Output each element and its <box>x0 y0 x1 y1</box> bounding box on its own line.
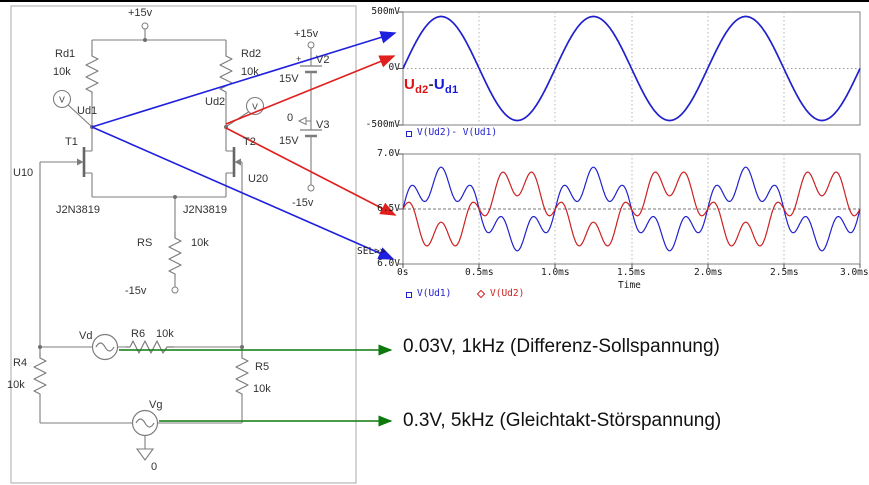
label-u20: U20 <box>248 173 269 185</box>
label-r5: R5 <box>255 361 270 373</box>
resistor-rd1 <box>85 50 99 94</box>
label-supply-top: +15v <box>128 7 153 19</box>
annotation-commonmode-source: 0.3V, 5kHz (Gleichtakt-Störspannung) <box>403 410 722 431</box>
label-zero-ref: 0 <box>287 112 294 124</box>
sel-indicator: SEL>> <box>357 246 386 257</box>
label-rd2-value: 10k <box>241 66 259 78</box>
top-legend-entry: V(Ud2)- V(Ud1) <box>417 127 498 138</box>
supply-neg-aux-icon <box>307 184 315 192</box>
resistor-rs <box>168 232 182 276</box>
resistor-r6 <box>126 340 174 354</box>
label-rd2: Rd2 <box>241 48 262 60</box>
label-supply-pos-aux: +15v <box>294 28 319 40</box>
label-rd1: Rd1 <box>55 48 76 60</box>
top-ytick-0v: 0V <box>388 62 400 73</box>
resistor-rd2 <box>219 50 233 94</box>
xtick-15ms: 1.5ms <box>617 267 646 278</box>
bottom-ytick-65v: 6.5V <box>377 203 400 214</box>
label-ground-main: 0 <box>151 461 158 473</box>
ground-symbol-icon <box>135 448 155 461</box>
label-r4-value: 10k <box>7 379 25 391</box>
arrow-ud1-to-top-plot <box>91 31 397 128</box>
trace-ud2 <box>402 171 861 247</box>
vd-sine-icon <box>95 342 115 352</box>
label-jfet1: J2N3819 <box>56 204 101 216</box>
label-vd: Vd <box>79 330 93 342</box>
label-r6-value: 10k <box>156 328 174 340</box>
jfet-t2-gate-arrow-icon <box>234 158 241 166</box>
bottom-legend-ud1: V(Ud1) <box>417 288 452 299</box>
square-marker-icon <box>406 131 412 137</box>
battery-v2-short <box>305 70 317 138</box>
supply-neg-rs-icon <box>171 286 179 294</box>
label-ud1: Ud1 <box>77 105 98 117</box>
voltmeter-left-label: V <box>59 95 65 105</box>
difference-trace-title: Ud2-Ud1 <box>404 76 459 96</box>
zero-ref-arrow-icon <box>297 116 307 126</box>
jfet-t1-gate-arrow-icon <box>77 158 84 166</box>
label-v3-value: 15V <box>279 135 299 147</box>
xtick-0s: 0s <box>397 267 409 278</box>
xtick-10ms: 1.0ms <box>541 267 570 278</box>
label-r5-value: 10k <box>253 383 271 395</box>
label-rd1-value: 10k <box>53 66 71 78</box>
label-t2: T2 <box>243 136 256 148</box>
vg-sine-icon <box>135 418 155 428</box>
x-axis-label: Time <box>618 280 641 291</box>
square-marker-icon <box>406 292 412 298</box>
sources <box>91 22 322 437</box>
top-ytick-500mv: 500mV <box>371 6 400 17</box>
xtick-20ms: 2.0ms <box>694 267 723 278</box>
bottom-ytick-7v: 7.0V <box>377 148 400 159</box>
arrow-ud1-to-bottom-plot <box>91 126 395 260</box>
label-jfet2: J2N3819 <box>183 204 228 216</box>
transistors <box>77 147 241 177</box>
schematic-box <box>10 5 357 484</box>
label-supply-neg-aux: -15v <box>292 197 314 209</box>
annotation-differential-source: 0.03V, 1kHz (Differenz-Sollspannung) <box>403 336 720 357</box>
top-ytick-m500mv: -500mV <box>365 119 400 130</box>
label-ud2: Ud2 <box>205 96 226 108</box>
callout-arrows <box>91 31 397 427</box>
junction-nodes <box>38 38 244 349</box>
battery-v2-long <box>300 65 322 131</box>
label-t1: T1 <box>65 136 78 148</box>
label-r6: R6 <box>131 328 146 340</box>
label-v2-plus: + <box>296 54 302 64</box>
supply-pos-main-icon <box>141 22 149 30</box>
label-rs-value: 10k <box>191 237 209 249</box>
grounds <box>135 448 155 461</box>
trace-difference <box>402 15 861 122</box>
xtick-25ms: 2.5ms <box>770 267 799 278</box>
label-u10: U10 <box>13 167 34 179</box>
xtick-30ms: 3.0ms <box>840 267 869 278</box>
label-v3: V3 <box>316 119 330 131</box>
voltage-markers: V V <box>52 89 265 116</box>
arrow-ud2-to-bottom-plot <box>225 127 397 216</box>
voltmeter-right-label: V <box>252 102 258 112</box>
supply-pos-aux-icon <box>307 41 315 49</box>
plot-frames <box>398 11 861 268</box>
label-supply-neg-rs: -15v <box>125 285 147 297</box>
label-v2: V2 <box>316 54 330 66</box>
label-rs: RS <box>137 237 153 249</box>
xtick-05ms: 0.5ms <box>465 267 494 278</box>
arrow-ud2-to-top-plot <box>225 55 396 125</box>
label-r4: R4 <box>13 357 28 369</box>
resistor-r5 <box>235 352 249 396</box>
resistor-r4 <box>33 352 47 396</box>
bottom-legend-ud2: V(Ud2) <box>490 288 525 299</box>
label-vg: Vg <box>149 399 163 411</box>
bottom-ytick-6v: 6.0V <box>377 258 400 269</box>
label-v2-value: 15V <box>279 73 299 85</box>
waveform-traces <box>402 15 861 252</box>
